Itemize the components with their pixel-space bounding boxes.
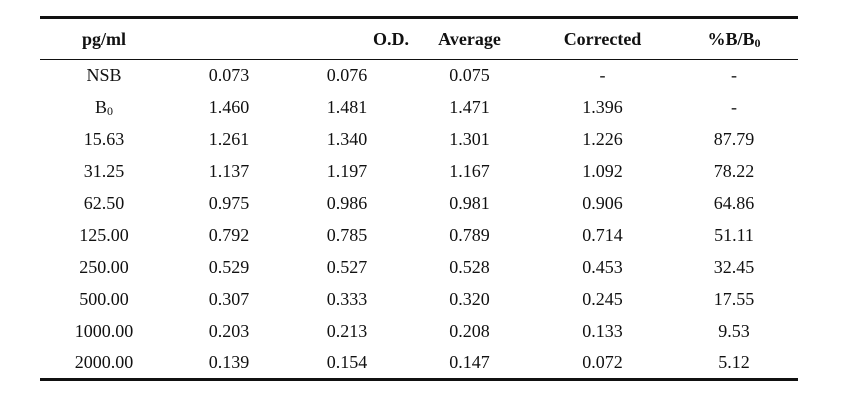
- table-row: 500.00 0.307 0.333 0.320 0.245 17.55: [40, 284, 798, 316]
- table-row: B0 1.460 1.481 1.471 1.396 -: [40, 92, 798, 124]
- cell-od-1: 1.261: [208, 129, 250, 149]
- cell-corrected: 0.453: [582, 257, 623, 277]
- cell-corrected: 1.226: [582, 129, 623, 149]
- cell-average: 0.075: [449, 65, 490, 86]
- cell-percent-b-b0: 78.22: [713, 161, 755, 181]
- cell-average: 0.320: [449, 289, 490, 309]
- cell-od-1: 0.307: [208, 289, 250, 309]
- cell-corrected: 0.906: [582, 193, 623, 213]
- cell-concentration-text: 31.25: [83, 161, 125, 181]
- cell-concentration: 125.00: [40, 220, 168, 252]
- cell-corrected: 0.245: [582, 289, 623, 309]
- cell-concentration: 15.63: [40, 124, 168, 156]
- cell-average: 1.471: [449, 97, 490, 117]
- cell-od-2: 1.481: [326, 97, 368, 117]
- cell-average: 0.147: [404, 347, 535, 381]
- cell-percent-b-b0: 64.86: [713, 193, 755, 213]
- cell-corrected: 0.714: [582, 225, 623, 245]
- cell-average: 1.301: [449, 129, 490, 149]
- table-header-row: pg/ml O.D. Average Corrected %B/B0: [40, 16, 798, 60]
- cell-concentration-text: 62.50: [83, 193, 125, 213]
- cell-concentration-text: 1000.00: [74, 321, 134, 341]
- cell-od-2: 1.197: [326, 161, 368, 181]
- cell-concentration-text: 15.63: [83, 129, 125, 149]
- cell-od-1: 0.203: [208, 321, 250, 341]
- cell-percent-b-b0: 32.45: [713, 257, 755, 277]
- cell-od-2: 0.333: [326, 289, 368, 309]
- cell-corrected: 0.133: [582, 321, 623, 341]
- header-ratio-prefix: %B/B: [707, 28, 755, 49]
- header-percent-b-b0: %B/B0: [670, 16, 798, 60]
- table-row: 31.25 1.137 1.197 1.167 1.092 78.22: [40, 156, 798, 188]
- cell-concentration: 2000.00: [40, 347, 168, 381]
- table-row: 1000.00 0.203 0.213 0.208 0.133 9.53: [40, 316, 798, 348]
- cell-concentration-text: 250.00: [79, 257, 129, 277]
- header-average: Average: [404, 16, 535, 60]
- cell-corrected: 1.396: [582, 97, 623, 117]
- header-od: O.D.: [168, 16, 409, 60]
- cell-concentration: 500.00: [40, 284, 168, 316]
- cell-concentration-text: NSB: [86, 65, 122, 86]
- cell-od-2: 0.076: [326, 65, 368, 86]
- cell-concentration: 31.25: [40, 156, 168, 188]
- cell-od-2: 0.154: [290, 347, 404, 381]
- cell-concentration: B0: [40, 92, 168, 124]
- cell-od-2: 0.986: [326, 193, 368, 213]
- data-table-container: pg/ml O.D. Average Corrected %B/B0 NSB 0.…: [40, 16, 798, 381]
- cell-percent-b-b0: 51.11: [714, 225, 754, 245]
- cell-concentration-text: 125.00: [79, 225, 129, 245]
- cell-concentration: 62.50: [40, 188, 168, 220]
- cell-od-1: 0.975: [208, 193, 250, 213]
- header-concentration: pg/ml: [40, 16, 168, 60]
- standard-curve-table: pg/ml O.D. Average Corrected %B/B0 NSB 0.…: [40, 16, 798, 381]
- cell-concentration: NSB: [40, 60, 168, 92]
- cell-average: 0.528: [449, 257, 490, 277]
- cell-concentration: 1000.00: [40, 316, 168, 348]
- table-row: 2000.00 0.139 0.154 0.147 0.072 5.12: [40, 347, 798, 381]
- cell-od-1: 0.073: [208, 65, 250, 86]
- cell-od-1: 0.529: [208, 257, 250, 277]
- cell-concentration-text: 2000.00: [74, 352, 134, 373]
- cell-percent-b-b0: -: [731, 65, 737, 86]
- cell-percent-b-b0: 17.55: [713, 289, 755, 309]
- cell-od-1: 1.137: [208, 161, 250, 181]
- cell-concentration: 250.00: [40, 252, 168, 284]
- cell-percent-b-b0: -: [731, 97, 737, 117]
- table-row: 125.00 0.792 0.785 0.789 0.714 51.11: [40, 220, 798, 252]
- cell-od-2: 0.527: [326, 257, 368, 277]
- cell-od-2: 0.785: [326, 225, 368, 245]
- header-ratio-subscript: 0: [754, 35, 761, 50]
- cell-od-1: 0.139: [168, 347, 290, 381]
- cell-average: 0.981: [449, 193, 490, 213]
- cell-od-1: 0.792: [208, 225, 250, 245]
- cell-percent-b-b0: 5.12: [670, 347, 798, 381]
- cell-corrected: -: [599, 65, 606, 86]
- cell-average: 1.167: [449, 161, 490, 181]
- table-row: NSB 0.073 0.076 0.075 - -: [40, 60, 798, 92]
- table-row: 250.00 0.529 0.527 0.528 0.453 32.45: [40, 252, 798, 284]
- cell-average: 0.208: [449, 321, 490, 341]
- cell-od-2: 1.340: [326, 129, 368, 149]
- table-row: 15.63 1.261 1.340 1.301 1.226 87.79: [40, 124, 798, 156]
- cell-percent-b-b0: 9.53: [718, 321, 750, 341]
- cell-concentration-text: 500.00: [79, 289, 129, 309]
- table-body: NSB 0.073 0.076 0.075 - - B0 1.460 1.481 1.471 1.3…: [40, 60, 798, 381]
- cell-od-1: 1.460: [208, 97, 250, 117]
- cell-corrected: 1.092: [582, 161, 623, 181]
- header-corrected: Corrected: [535, 16, 670, 60]
- table-row: 62.50 0.975 0.986 0.981 0.906 64.86: [40, 188, 798, 220]
- cell-concentration-subscript: 0: [107, 104, 113, 118]
- cell-percent-b-b0: 87.79: [713, 129, 755, 149]
- cell-od-2: 0.213: [326, 321, 368, 341]
- cell-concentration-text: B: [94, 97, 107, 117]
- cell-corrected: 0.072: [535, 347, 670, 381]
- cell-average: 0.789: [449, 225, 490, 245]
